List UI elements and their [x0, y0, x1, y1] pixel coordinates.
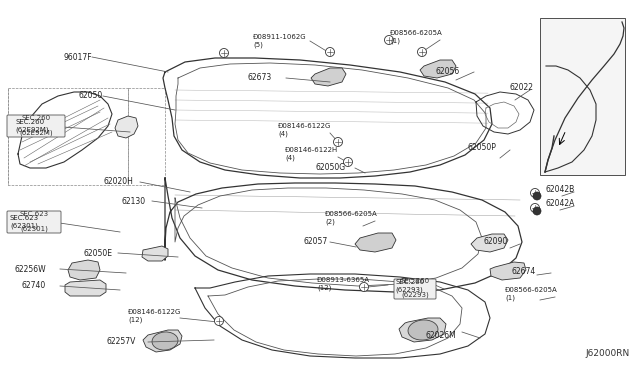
Text: 62022: 62022: [510, 83, 534, 93]
Polygon shape: [471, 234, 508, 252]
Bar: [540, 18, 625, 175]
Circle shape: [385, 35, 394, 45]
Text: Ð08566-6205A
(1): Ð08566-6205A (1): [505, 287, 557, 301]
Text: 96017F: 96017F: [63, 52, 92, 61]
Polygon shape: [115, 116, 138, 138]
Text: 62050E: 62050E: [84, 248, 113, 257]
Circle shape: [344, 157, 353, 167]
Text: SEC.623: SEC.623: [19, 211, 49, 217]
FancyBboxPatch shape: [7, 115, 65, 137]
Text: (62293): (62293): [401, 291, 429, 298]
Text: (62293): (62293): [401, 292, 429, 298]
Polygon shape: [490, 262, 526, 280]
Text: (62301): (62301): [20, 226, 48, 232]
Circle shape: [531, 189, 540, 198]
Text: SEC.260: SEC.260: [21, 115, 51, 121]
Text: SEC.623
(62301): SEC.623 (62301): [10, 215, 39, 229]
Text: 62050G: 62050G: [315, 164, 345, 173]
Text: 62130: 62130: [122, 196, 146, 205]
Circle shape: [214, 317, 223, 326]
Text: (62E92M): (62E92M): [19, 130, 53, 137]
Text: 62020H: 62020H: [103, 177, 133, 186]
Text: 62090: 62090: [483, 237, 508, 247]
Ellipse shape: [408, 320, 438, 340]
Circle shape: [333, 138, 342, 147]
Text: 62740: 62740: [22, 282, 46, 291]
Text: 62257V: 62257V: [107, 337, 136, 346]
Text: 62673: 62673: [248, 74, 272, 83]
Text: Ð08566-6205A
(1): Ð08566-6205A (1): [390, 30, 443, 44]
Circle shape: [326, 48, 335, 57]
Text: SEC.260
(62E92M): SEC.260 (62E92M): [15, 119, 49, 133]
Text: 62042A: 62042A: [546, 199, 575, 208]
Text: 62042B: 62042B: [546, 185, 575, 193]
Polygon shape: [355, 233, 396, 252]
Polygon shape: [65, 280, 106, 296]
Text: Ð08566-6205A
(2): Ð08566-6205A (2): [325, 211, 378, 225]
Text: SEC.260: SEC.260: [401, 278, 429, 284]
Polygon shape: [420, 60, 456, 78]
Polygon shape: [68, 260, 100, 280]
Text: 62056: 62056: [436, 67, 460, 77]
Text: Ð08146-6122G
(4): Ð08146-6122G (4): [278, 123, 332, 137]
Circle shape: [533, 207, 541, 215]
Circle shape: [417, 48, 426, 57]
FancyBboxPatch shape: [394, 279, 436, 299]
Text: 62026M: 62026M: [425, 331, 456, 340]
Text: J62000RN: J62000RN: [586, 349, 630, 358]
Text: Ð08911-1062G
(5): Ð08911-1062G (5): [253, 34, 307, 48]
Circle shape: [531, 203, 540, 212]
Circle shape: [360, 282, 369, 292]
FancyBboxPatch shape: [7, 211, 61, 233]
Text: 62050P: 62050P: [468, 144, 497, 153]
Text: 62256W: 62256W: [14, 264, 46, 273]
Text: 62057: 62057: [304, 237, 328, 247]
Polygon shape: [399, 318, 446, 342]
Text: 62674: 62674: [512, 266, 536, 276]
Text: SEC.260: SEC.260: [401, 278, 429, 284]
Polygon shape: [311, 68, 346, 86]
Text: Ð08913-6365A
(12): Ð08913-6365A (12): [317, 277, 370, 291]
Ellipse shape: [152, 332, 178, 350]
Polygon shape: [142, 246, 168, 261]
Polygon shape: [143, 330, 182, 352]
Text: Ð08146-6122H
(4): Ð08146-6122H (4): [285, 147, 339, 161]
Text: 62050: 62050: [79, 92, 103, 100]
Circle shape: [533, 192, 541, 200]
Circle shape: [220, 48, 228, 58]
Text: SEC.260
(62293): SEC.260 (62293): [395, 279, 424, 293]
Text: Ð08146-6122G
(12): Ð08146-6122G (12): [128, 309, 181, 323]
